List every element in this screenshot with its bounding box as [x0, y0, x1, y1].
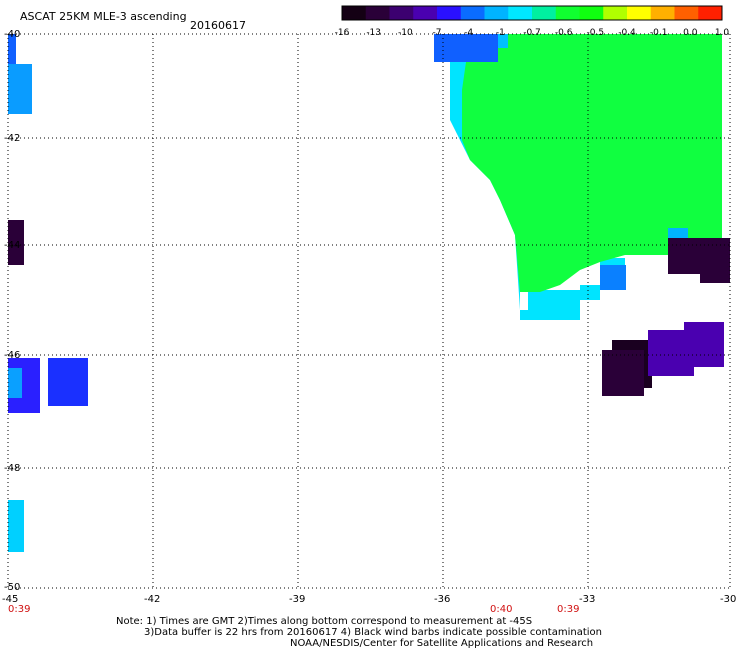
colorbar-swatch: [555, 6, 580, 20]
colorbar-tick-label: -13: [366, 28, 381, 38]
lat-label: -42: [4, 133, 20, 144]
colorbar-tick-label: -0.6: [555, 28, 573, 38]
colorbar: [341, 5, 723, 21]
lat-label: -48: [4, 463, 20, 474]
swath-cell: [434, 34, 498, 62]
colorbar-swatch: [603, 6, 628, 20]
swath-cell: [8, 500, 24, 552]
time-labels: 0:39 0:40 0:39: [8, 604, 579, 615]
colorbar-tick-label: -7: [433, 28, 442, 38]
footer-credit: NOAA/NESDIS/Center for Satellite Applica…: [290, 638, 594, 649]
lat-label: -44: [4, 240, 20, 251]
colorbar-swatch: [508, 6, 533, 20]
colorbar-tick-label: -10: [398, 28, 413, 38]
colorbar-border: [341, 5, 723, 21]
colorbar-swatch: [698, 6, 723, 20]
colorbar-tick-label: -0.1: [650, 28, 668, 38]
colorbar-swatch: [532, 6, 557, 20]
colorbar-swatch: [650, 6, 675, 20]
lon-label: -30: [720, 594, 736, 605]
time-label: 0:39: [8, 604, 30, 615]
swath-cell: [8, 368, 22, 398]
footer-note-2: 3)Data buffer is 22 hrs from 20160617 4)…: [144, 627, 602, 638]
lat-label: -50: [4, 582, 20, 593]
colorbar-swatch: [342, 6, 367, 20]
colorbar-swatch: [413, 6, 438, 20]
map-date: 20160617: [190, 19, 246, 32]
colorbar-swatch: [627, 6, 652, 20]
lat-label: -40: [4, 29, 20, 40]
colorbar-tick-label: 1.0: [715, 28, 730, 38]
lon-labels: -45 -42 -39 -36 -33 -30: [2, 594, 736, 605]
lat-label: -46: [4, 350, 20, 361]
colorbar-swatch: [484, 6, 509, 20]
swath-cell: [8, 220, 24, 265]
colorbar-tick-labels: -16 -13 -10 -7 -4 -1 -0.7 -0.6 -0.5 -0.4 -0.1 0.0 1.…: [335, 28, 730, 38]
colorbar-swatch: [389, 6, 414, 20]
lon-label: -36: [434, 594, 450, 605]
swath-cell: [8, 34, 16, 64]
colorbar-swatch: [674, 6, 699, 20]
colorbar-swatch: [437, 6, 462, 20]
colorbar-tick-label: -4: [464, 28, 473, 38]
colorbar-tick-label: 0.0: [683, 28, 698, 38]
swath-cell: [600, 265, 626, 290]
time-label: 0:39: [557, 604, 579, 615]
lon-label: -33: [579, 594, 595, 605]
swath-cell: [684, 322, 724, 367]
colorbar-tick-label: -0.5: [587, 28, 605, 38]
colorbar-swatch: [579, 6, 604, 20]
map-title: ASCAT 25KM MLE-3 ascending: [20, 10, 187, 23]
colorbar-tick-label: -16: [335, 28, 350, 38]
lon-label: -45: [2, 594, 18, 605]
swath-data: [8, 34, 730, 552]
swath-cell: [498, 34, 508, 48]
colorbar-tick-label: -0.7: [523, 28, 541, 38]
time-label: 0:40: [490, 604, 512, 615]
swath-cell: [602, 350, 644, 396]
colorbar-swatch: [365, 6, 390, 20]
swath-cell: [723, 125, 730, 137]
lat-labels: -40 -42 -44 -46 -48 -50: [4, 29, 20, 593]
swath-cell: [48, 358, 88, 406]
swath-green: [462, 34, 722, 292]
lon-label: -39: [289, 594, 305, 605]
graticule: [7, 33, 731, 589]
swath-cell: [8, 64, 32, 114]
lon-label: -42: [144, 594, 160, 605]
colorbar-tick-label: -0.4: [618, 28, 636, 38]
colorbar-tick-label: -1: [496, 28, 505, 38]
colorbar-swatch: [460, 6, 485, 20]
footer-note-1: Note: 1) Times are GMT 2)Times along bot…: [116, 616, 533, 627]
